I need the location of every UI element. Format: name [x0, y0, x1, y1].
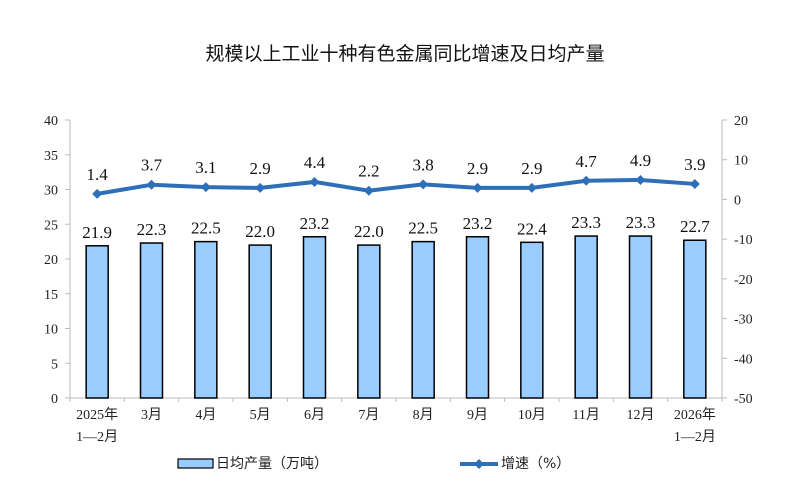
line-point	[309, 176, 320, 187]
bar-data-label: 22.3	[137, 220, 167, 239]
bar-data-label: 22.5	[191, 219, 221, 238]
x-tick-label: 6月	[304, 407, 325, 423]
bar-data-label: 22.0	[354, 222, 384, 241]
legend-bar-swatch	[177, 458, 214, 469]
line-point	[526, 182, 537, 193]
line-point	[689, 178, 700, 189]
x-tick-label: 2026年	[674, 407, 716, 423]
bar-data-label: 22.4	[517, 219, 547, 238]
bar	[357, 244, 381, 399]
bar-data-label: 22.7	[680, 217, 710, 236]
line-point	[255, 182, 266, 193]
left-tick-label: 40	[44, 114, 58, 129]
left-tick-label: 0	[51, 392, 58, 407]
legend-bar-label: 日均产量（万吨）	[216, 456, 328, 472]
right-tick-label: 20	[734, 114, 748, 129]
left-tick-label: 10	[44, 323, 58, 338]
bar	[85, 245, 109, 399]
x-tick-label: 11月	[572, 407, 599, 423]
right-tick-label: -30	[734, 313, 753, 328]
line-data-label: 4.9	[630, 151, 651, 170]
bar	[520, 241, 544, 399]
bar	[139, 242, 164, 399]
bar	[194, 240, 218, 399]
x-tick-label: 5月	[250, 407, 271, 423]
line-point	[581, 175, 592, 186]
line-point	[92, 188, 103, 199]
left-tick-label: 35	[44, 149, 58, 164]
chart-title: 规模以上工业十种有色金属同比增速及日均产量	[205, 43, 604, 65]
x-tick-label: 1—2月	[674, 429, 716, 445]
bar	[574, 235, 598, 399]
bar	[628, 235, 653, 399]
right-tick-label: -20	[734, 273, 753, 288]
left-tick-label: 30	[44, 184, 58, 199]
line-point	[146, 179, 157, 190]
x-tick-label: 7月	[358, 407, 379, 423]
x-tick-label: 10月	[518, 407, 546, 423]
right-tick-label: 10	[734, 154, 748, 169]
bar-data-label: 23.3	[626, 213, 656, 232]
line-data-label: 2.9	[250, 159, 271, 178]
x-tick-label: 2025年	[76, 407, 118, 423]
bar-data-label: 21.9	[82, 223, 112, 242]
bar	[683, 239, 707, 399]
line-data-label: 2.9	[467, 159, 488, 178]
bar-data-label: 23.2	[300, 214, 330, 233]
line-data-label: 2.9	[521, 159, 542, 178]
bar-data-label: 23.2	[463, 214, 493, 233]
x-tick-label: 8月	[413, 407, 434, 423]
x-tick-label: 12月	[627, 407, 655, 423]
line-data-label: 4.4	[304, 153, 326, 172]
line-data-label: 3.7	[141, 156, 163, 175]
line-point	[418, 179, 429, 190]
x-tick-label: 1—2月	[76, 429, 118, 445]
bar-data-label: 23.3	[571, 213, 601, 232]
bar	[302, 236, 327, 399]
bar-data-label: 22.5	[408, 219, 438, 238]
legend-line-label: 增速（%）	[501, 456, 570, 472]
legend-line-marker	[474, 459, 484, 469]
right-tick-label: 0	[734, 193, 741, 208]
left-tick-label: 5	[51, 357, 58, 372]
x-tick-label: 4月	[195, 407, 216, 423]
line-point	[363, 185, 374, 196]
bar-data-label: 22.0	[245, 222, 275, 241]
line-point	[472, 182, 483, 193]
line-data-label: 1.4	[87, 165, 109, 184]
left-tick-label: 20	[44, 253, 58, 268]
left-tick-label: 25	[44, 218, 58, 233]
line-data-label: 2.2	[358, 162, 379, 181]
right-tick-label: -50	[734, 392, 753, 407]
line-data-label: 3.1	[195, 158, 216, 177]
x-tick-label: 9月	[467, 407, 488, 423]
right-tick-label: -40	[734, 352, 753, 367]
line-data-label: 3.8	[413, 155, 434, 174]
right-tick-label: -10	[734, 233, 753, 248]
line-point	[635, 174, 646, 185]
x-tick-label: 3月	[141, 407, 162, 423]
line-point	[200, 182, 211, 193]
bar	[248, 244, 272, 399]
line-data-label: 3.9	[684, 155, 705, 174]
left-tick-label: 15	[44, 288, 58, 303]
bar	[411, 240, 435, 399]
bar	[465, 236, 490, 399]
line-data-label: 4.7	[576, 152, 598, 171]
growth-line	[96, 177, 695, 196]
